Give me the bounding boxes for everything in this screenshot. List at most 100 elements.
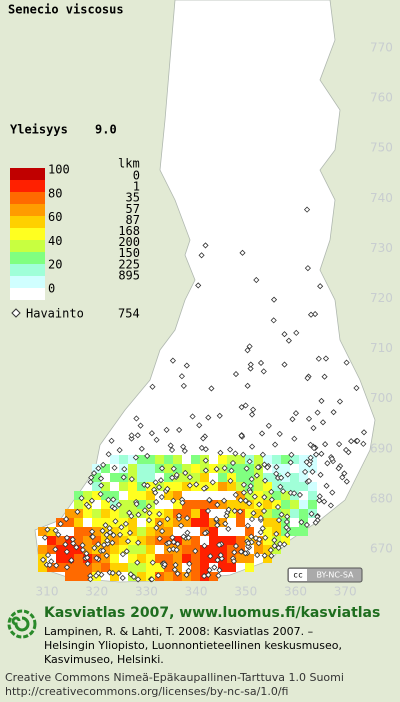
- grid-cell: [128, 563, 137, 572]
- observation-dot: [158, 465, 166, 472]
- observation-dot: [198, 444, 205, 451]
- observation-dot: [278, 511, 285, 518]
- observation-dot: [95, 541, 102, 548]
- citation-line: Kasvimuseo, Helsinki.: [44, 653, 164, 666]
- observation-dot: [213, 515, 220, 523]
- grid-cell: [137, 464, 146, 473]
- observation-dot: [63, 516, 70, 523]
- legend-swatch: [10, 288, 45, 300]
- grid-cell: [209, 482, 218, 491]
- observation-dot: [186, 474, 193, 481]
- observation-dot: [144, 482, 151, 489]
- observation-dot: [87, 478, 94, 486]
- observation-dot: [343, 478, 350, 485]
- grid-cell: [74, 536, 83, 545]
- grid-cell: [146, 518, 155, 527]
- observation-dot: [270, 317, 277, 324]
- grid-cell: [101, 500, 110, 509]
- grid-cell: [272, 545, 281, 554]
- grid-cell: [227, 482, 236, 491]
- observation-dot: [221, 465, 228, 472]
- observation-dot: [216, 412, 223, 419]
- badge-text: BY-NC-SA: [316, 571, 354, 580]
- grid-cell: [173, 563, 182, 572]
- observation-dot: [342, 446, 350, 454]
- grid-cell: [299, 482, 308, 491]
- grid-cell: [182, 500, 191, 509]
- grid-cell: [110, 563, 119, 572]
- observation-dot: [248, 516, 256, 523]
- count-header: lkm: [118, 157, 140, 171]
- grid-cell: [137, 554, 146, 563]
- northing-label: 710: [370, 341, 393, 355]
- observation-dot: [156, 535, 163, 542]
- observation-dot: [264, 464, 271, 471]
- grid-cell: [146, 572, 155, 581]
- observation-dot: [258, 430, 266, 437]
- observation-dot: [262, 477, 269, 484]
- observation-dot: [128, 476, 135, 483]
- grid-cell: [164, 554, 173, 563]
- grid-cell: [83, 527, 92, 536]
- observation-dot: [289, 416, 296, 423]
- grid-cell: [308, 482, 317, 491]
- grid-cell: [56, 545, 65, 554]
- grid-cell: [101, 554, 110, 563]
- observation-dot: [268, 496, 275, 503]
- grid-cell: [83, 536, 92, 545]
- observation-dot: [155, 572, 162, 579]
- count-label: 225: [118, 257, 140, 271]
- grid-cell: [164, 473, 173, 482]
- grid-cell: [101, 491, 110, 500]
- grid-cell: [245, 554, 254, 563]
- observation-dot: [195, 282, 202, 289]
- observation-dot: [173, 546, 180, 553]
- observation-dot: [52, 546, 59, 553]
- grid-cell: [218, 482, 227, 491]
- grid-cell: [92, 518, 101, 527]
- observation-dot: [185, 534, 192, 541]
- observation-dot: [275, 517, 283, 524]
- observation-dot: [316, 497, 323, 504]
- grid-cell: [245, 473, 254, 482]
- observation-dot: [73, 544, 80, 551]
- grid-cell: [209, 554, 218, 563]
- observation-dot: [115, 570, 122, 577]
- grid-cell: [65, 518, 74, 527]
- grid-cell: [218, 563, 227, 572]
- observation-dot: [126, 529, 134, 536]
- observation-dot: [153, 524, 160, 531]
- observation-dot: [230, 558, 237, 565]
- observation-dot: [329, 489, 336, 496]
- observation-label: Havainto: [26, 307, 84, 321]
- count-label: 895: [118, 268, 140, 282]
- legend-swatch: [10, 168, 45, 180]
- badge-cc-text: cc: [293, 571, 303, 580]
- grid-cell: [137, 563, 146, 572]
- grid-cell: [38, 527, 47, 536]
- observation-dot: [312, 451, 320, 458]
- scale-label: 100: [48, 163, 70, 177]
- observation-dot: [103, 552, 110, 559]
- observation-dot: [133, 415, 140, 422]
- grid-cell: [290, 527, 299, 536]
- observation-dot: [153, 436, 160, 443]
- observation-dot: [100, 461, 107, 468]
- grid-labels: 770 760 750 740 730 720 710 700 690 680 670 310 320 3…: [36, 41, 393, 599]
- observation-dot: [307, 454, 314, 461]
- grid-cell: [137, 527, 146, 536]
- observation-dot: [46, 561, 53, 569]
- grid-cell: [191, 572, 200, 581]
- grid-cell: [119, 500, 128, 509]
- observation-dot: [262, 534, 269, 541]
- easting-label: 370: [334, 585, 357, 599]
- observation-dot: [305, 415, 313, 422]
- observation-dot: [145, 503, 152, 510]
- observation-dot: [318, 397, 325, 405]
- observation-dot: [310, 445, 318, 452]
- observation-dot: [278, 474, 285, 481]
- observation-dot: [169, 534, 176, 541]
- observation-dot: [181, 447, 188, 454]
- northing-label: 690: [370, 441, 393, 455]
